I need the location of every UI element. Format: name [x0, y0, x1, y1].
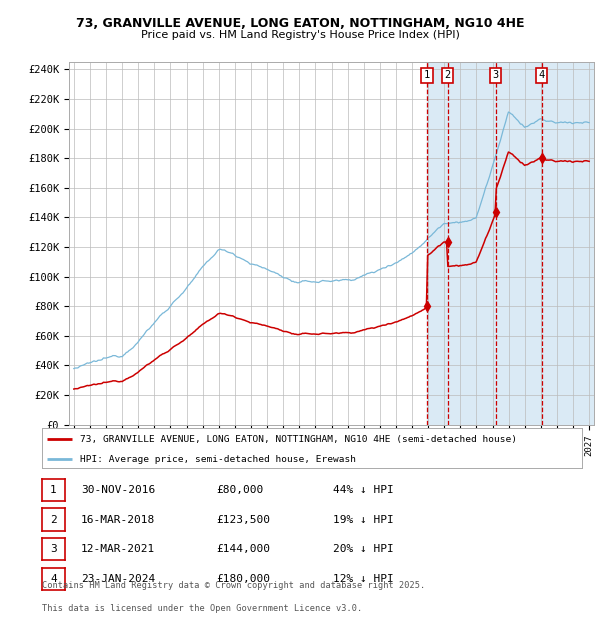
- Text: 2: 2: [50, 515, 57, 525]
- Text: 12-MAR-2021: 12-MAR-2021: [81, 544, 155, 554]
- Text: 4: 4: [50, 574, 57, 584]
- Text: 30-NOV-2016: 30-NOV-2016: [81, 485, 155, 495]
- Text: This data is licensed under the Open Government Licence v3.0.: This data is licensed under the Open Gov…: [42, 603, 362, 613]
- Text: HPI: Average price, semi-detached house, Erewash: HPI: Average price, semi-detached house,…: [80, 454, 356, 464]
- Text: £123,500: £123,500: [216, 515, 270, 525]
- Text: 12% ↓ HPI: 12% ↓ HPI: [333, 574, 394, 584]
- Text: 16-MAR-2018: 16-MAR-2018: [81, 515, 155, 525]
- Text: £180,000: £180,000: [216, 574, 270, 584]
- Text: 19% ↓ HPI: 19% ↓ HPI: [333, 515, 394, 525]
- Text: 44% ↓ HPI: 44% ↓ HPI: [333, 485, 394, 495]
- Text: 3: 3: [493, 70, 499, 81]
- Text: £80,000: £80,000: [216, 485, 263, 495]
- Text: 73, GRANVILLE AVENUE, LONG EATON, NOTTINGHAM, NG10 4HE: 73, GRANVILLE AVENUE, LONG EATON, NOTTIN…: [76, 17, 524, 30]
- Text: £144,000: £144,000: [216, 544, 270, 554]
- Text: 1: 1: [50, 485, 57, 495]
- Text: 2: 2: [445, 70, 451, 81]
- Text: 20% ↓ HPI: 20% ↓ HPI: [333, 544, 394, 554]
- Text: Price paid vs. HM Land Registry's House Price Index (HPI): Price paid vs. HM Land Registry's House …: [140, 30, 460, 40]
- Text: 4: 4: [539, 70, 545, 81]
- Text: 23-JAN-2024: 23-JAN-2024: [81, 574, 155, 584]
- Text: 73, GRANVILLE AVENUE, LONG EATON, NOTTINGHAM, NG10 4HE (semi-detached house): 73, GRANVILLE AVENUE, LONG EATON, NOTTIN…: [80, 435, 517, 443]
- Text: 3: 3: [50, 544, 57, 554]
- Text: Contains HM Land Registry data © Crown copyright and database right 2025.: Contains HM Land Registry data © Crown c…: [42, 581, 425, 590]
- Text: 1: 1: [424, 70, 430, 81]
- Bar: [427, 62, 597, 425]
